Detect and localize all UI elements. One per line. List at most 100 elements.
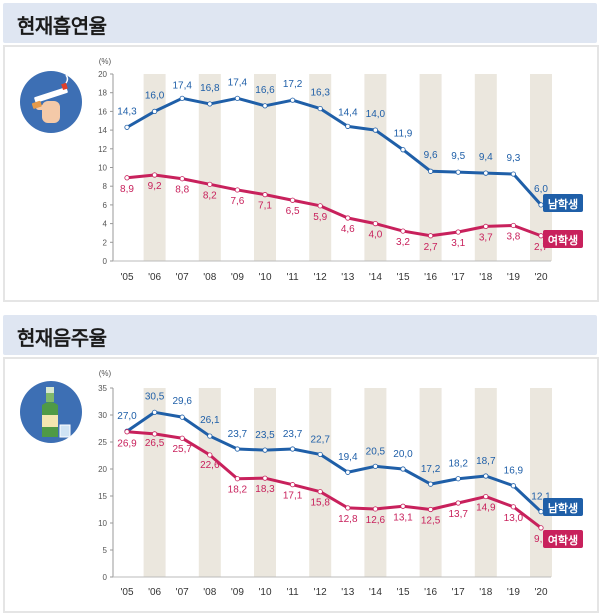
- chart-panel-smoking: (%) 0 2 4 6 8 10 12 14 16 18 20 '05 '06 '07 '08 '09 '10 '1…: [3, 45, 599, 302]
- data-label: 16,0: [145, 90, 165, 101]
- data-point: [510, 171, 516, 177]
- data-label: 9,5: [451, 151, 465, 162]
- y-tick-label: 2: [103, 238, 108, 247]
- year-band: [474, 74, 497, 261]
- data-point: [427, 506, 434, 513]
- year-band: [364, 74, 387, 261]
- year-band: [254, 74, 276, 261]
- data-label: 20,0: [393, 449, 413, 460]
- year-band: [530, 74, 552, 261]
- data-point: [124, 124, 130, 130]
- x-tick-label: '05: [120, 587, 133, 598]
- data-label: 9,6: [424, 150, 438, 161]
- x-tick-label: '15: [396, 587, 409, 598]
- data-label: 8,8: [175, 185, 189, 196]
- x-tick-label: '11: [286, 587, 299, 598]
- data-label: 2,7: [534, 242, 548, 253]
- data-point: [179, 176, 185, 182]
- x-tick-label: '05: [120, 272, 133, 283]
- data-label: 16,8: [200, 83, 220, 94]
- data-point: [510, 483, 516, 489]
- x-tick-label: '17: [452, 587, 465, 598]
- series-line-0: [126, 410, 543, 513]
- data-point: [289, 97, 296, 103]
- legend-box: [543, 194, 583, 212]
- x-tick-label: '06: [148, 587, 161, 598]
- data-point: [207, 181, 213, 187]
- data-point: [317, 451, 323, 458]
- data-label: 29,6: [172, 396, 192, 407]
- data-label: 16,3: [310, 88, 330, 99]
- data-point: [179, 435, 185, 441]
- data-point: [262, 192, 268, 198]
- x-tick-label: '20: [534, 587, 547, 598]
- data-label: 18,2: [228, 485, 248, 496]
- data-point: [455, 476, 461, 482]
- data-point: [455, 500, 461, 506]
- data-label: 4,0: [368, 230, 382, 241]
- soju-bottle-icon: [20, 381, 82, 443]
- data-label: 26,5: [145, 438, 165, 449]
- x-tick-label: '16: [424, 587, 437, 598]
- year-band: [419, 74, 442, 261]
- data-label: 9,1: [534, 534, 548, 545]
- data-label: 26,1: [200, 415, 220, 426]
- data-label: 16,9: [504, 466, 524, 477]
- year-band: [309, 74, 332, 261]
- legend-label: 여학생: [548, 233, 578, 247]
- x-tick-label: '07: [176, 587, 189, 598]
- data-label: 26,9: [117, 439, 137, 450]
- legend-label: 남학생: [548, 197, 578, 211]
- year-band: [364, 388, 387, 577]
- x-tick-label: '06: [148, 272, 161, 283]
- data-label: 15,8: [310, 498, 330, 509]
- data-point: [455, 229, 461, 235]
- data-label: 13,7: [448, 509, 468, 520]
- data-point: [124, 175, 130, 181]
- data-point: [400, 503, 406, 509]
- data-point: [289, 482, 296, 488]
- data-label: 23,7: [283, 429, 303, 440]
- data-point: [179, 95, 185, 101]
- y-tick-label: 10: [98, 519, 107, 528]
- year-band: [198, 388, 221, 577]
- data-point: [234, 446, 240, 452]
- x-tick-label: '15: [396, 272, 409, 283]
- x-tick-label: '19: [507, 587, 520, 598]
- x-tick-label: '10: [258, 272, 271, 283]
- data-label: 6,5: [286, 206, 300, 217]
- data-point: [538, 525, 544, 531]
- data-point: [372, 506, 378, 512]
- y-tick-label: 10: [98, 164, 107, 173]
- data-point: [207, 433, 213, 439]
- data-label: 6,0: [534, 184, 548, 195]
- data-label: 9,3: [506, 153, 520, 164]
- data-point: [289, 446, 296, 452]
- data-point: [345, 505, 351, 511]
- panel-header-drinking: 현재음주율: [3, 315, 597, 355]
- y-tick-label: 16: [98, 107, 107, 116]
- data-point: [400, 466, 406, 472]
- panel-title: 현재음주율: [17, 328, 107, 350]
- data-label: 7,1: [258, 201, 272, 212]
- data-point: [427, 233, 434, 239]
- data-point: [317, 105, 323, 112]
- data-label: 4,6: [341, 224, 355, 235]
- data-point: [152, 431, 158, 437]
- data-point: [372, 221, 378, 227]
- data-point: [317, 489, 323, 495]
- data-label: 18,3: [255, 484, 275, 495]
- data-point: [538, 233, 544, 239]
- data-label: 13,1: [393, 512, 413, 523]
- data-point: [345, 469, 351, 475]
- panel-title: 현재흡연율: [17, 16, 107, 38]
- data-label: 17,2: [283, 79, 303, 90]
- data-label: 17,4: [228, 77, 248, 88]
- x-tick-label: '18: [479, 272, 492, 283]
- data-point: [262, 475, 268, 481]
- data-point: [207, 101, 213, 107]
- y-tick-label: 18: [98, 89, 107, 98]
- data-point: [372, 463, 378, 469]
- y-tick-label: 25: [98, 438, 107, 447]
- data-label: 3,8: [506, 231, 520, 242]
